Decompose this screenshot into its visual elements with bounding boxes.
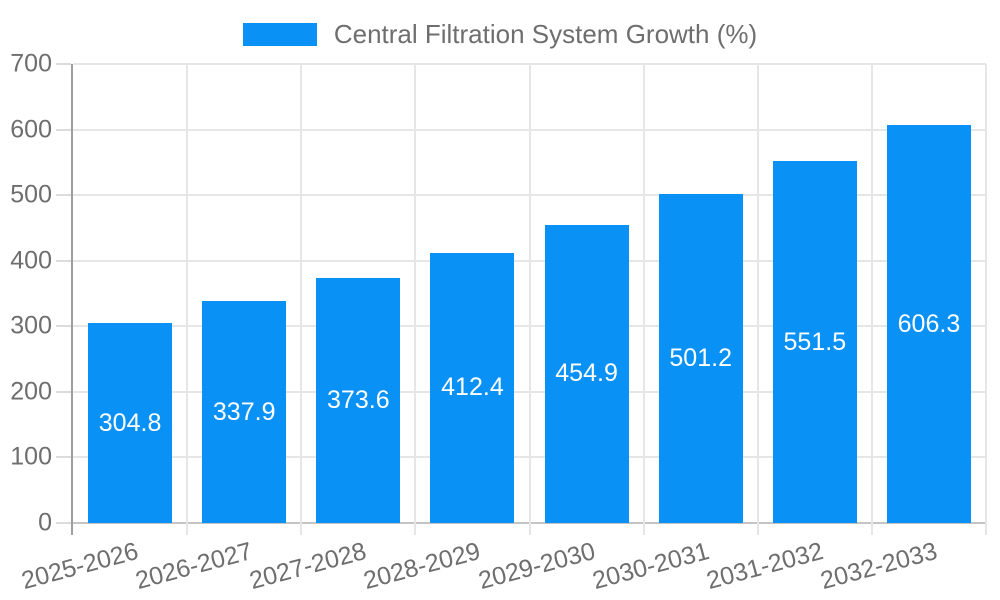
y-axis-label: 400 (10, 246, 52, 275)
plot-area: 0 100 200 300 400 500 600 700 304.8 2025-2026 337.… (10, 50, 987, 595)
bar-value-label: 454.9 (555, 359, 618, 388)
gridline-vertical (528, 64, 531, 535)
y-axis-tick (56, 325, 71, 328)
y-axis-tick (56, 63, 71, 65)
bar-value-label: 606.3 (897, 309, 961, 338)
y-axis-label: 0 (38, 508, 52, 537)
y-axis-tick (56, 390, 71, 393)
y-axis-tick (56, 194, 71, 197)
y-axis-label: 700 (10, 49, 52, 78)
gridline-vertical (870, 64, 873, 535)
gridline-vertical (642, 64, 645, 535)
y-axis-tick (56, 522, 71, 524)
gridline-vertical (414, 64, 417, 535)
bar-value-label: 501.2 (669, 344, 732, 373)
gridline-vertical (985, 64, 987, 535)
bar-value-label: 551.5 (783, 327, 847, 356)
y-axis-label: 200 (10, 377, 52, 406)
y-axis-label: 300 (10, 311, 52, 340)
bar-value-label: 304.8 (98, 408, 162, 437)
y-axis-label: 600 (10, 115, 52, 144)
gridline-vertical (300, 64, 303, 535)
y-axis-line (71, 64, 73, 535)
y-axis-tick (56, 259, 71, 262)
y-axis-tick (56, 456, 71, 459)
legend-label: Central Filtration System Growth (%) (333, 19, 758, 49)
y-axis-label: 100 (10, 442, 52, 471)
gridline-vertical (756, 64, 759, 535)
y-axis-label: 500 (10, 180, 52, 209)
bar-2030-2031[interactable]: 501.2 (658, 194, 743, 523)
y-axis-tick (56, 128, 71, 131)
legend-swatch (242, 23, 317, 46)
bar-2025-2026[interactable]: 304.8 (88, 323, 173, 523)
bar-2031-2032[interactable]: 551.5 (772, 161, 857, 523)
bar-2032-2033[interactable]: 606.3 (886, 125, 971, 523)
legend: Central Filtration System Growth (%) (0, 19, 1000, 50)
bar-value-label: 337.9 (212, 397, 276, 426)
gridline-vertical (186, 64, 189, 535)
bar-2029-2030[interactable]: 454.9 (544, 224, 629, 523)
bar-2028-2029[interactable]: 412.4 (430, 252, 515, 523)
bar-2027-2028[interactable]: 373.6 (316, 278, 401, 523)
bar-value-label: 412.4 (441, 373, 504, 402)
bar-2026-2027[interactable]: 337.9 (202, 301, 287, 523)
bar-value-label: 373.6 (327, 386, 390, 414)
